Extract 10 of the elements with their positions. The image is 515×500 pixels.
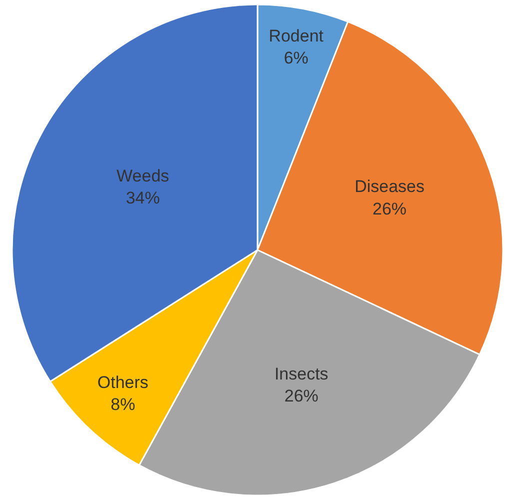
data-label: 26% xyxy=(372,199,407,218)
slice-label: Insects xyxy=(274,364,328,384)
slice-label: Diseases xyxy=(354,177,424,196)
data-label: 6% xyxy=(284,48,308,68)
data-label: 26% xyxy=(284,386,318,406)
slice-label: Weeds xyxy=(116,166,170,186)
slice-label: Rodent xyxy=(268,26,324,46)
data-label: 8% xyxy=(110,394,136,414)
slice-label: Others xyxy=(97,372,148,392)
data-label: 34% xyxy=(126,188,160,208)
